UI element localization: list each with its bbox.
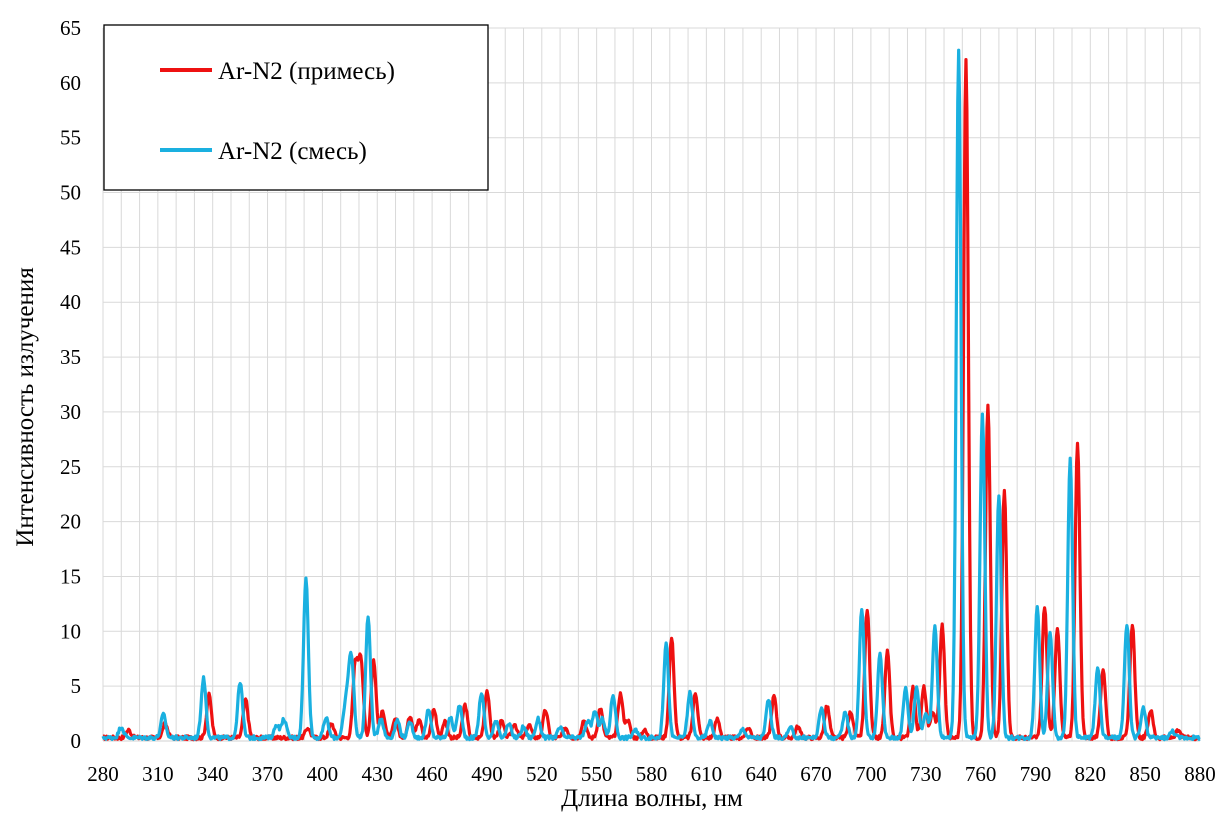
x-tick-label: 610 xyxy=(691,762,723,786)
x-tick-label: 640 xyxy=(745,762,777,786)
x-tick-label: 760 xyxy=(965,762,997,786)
y-axis-title: Интенсивность излучения xyxy=(12,267,39,547)
x-tick-label: 790 xyxy=(1020,762,1052,786)
x-tick-label: 280 xyxy=(87,762,119,786)
x-tick-label: 340 xyxy=(197,762,229,786)
x-tick-label: 310 xyxy=(142,762,174,786)
x-tick-label: 520 xyxy=(526,762,558,786)
x-tick-label: 400 xyxy=(307,762,339,786)
legend-label-primes: Ar-N2 (примесь) xyxy=(218,58,395,85)
y-tick-label: 10 xyxy=(60,619,81,643)
y-tick-label: 40 xyxy=(60,290,81,314)
y-tick-label: 65 xyxy=(60,16,81,40)
y-tick-label: 50 xyxy=(60,181,81,205)
y-tick-label: 0 xyxy=(71,729,82,753)
legend-box xyxy=(103,24,489,191)
x-tick-label: 430 xyxy=(362,762,394,786)
x-tick-label: 850 xyxy=(1129,762,1161,786)
x-tick-label: 490 xyxy=(471,762,503,786)
x-tick-label: 820 xyxy=(1075,762,1107,786)
y-tick-label: 35 xyxy=(60,345,81,369)
x-tick-label: 730 xyxy=(910,762,942,786)
y-tick-label: 30 xyxy=(60,400,81,424)
x-tick-label: 700 xyxy=(855,762,887,786)
x-tick-label: 670 xyxy=(800,762,832,786)
y-tick-label: 15 xyxy=(60,564,81,588)
legend: Ar-N2 (примесь) Ar-N2 (смесь) xyxy=(103,24,489,191)
legend-label-mixture: Ar-N2 (смесь) xyxy=(218,138,367,165)
x-tick-label: 460 xyxy=(416,762,448,786)
y-tick-label: 60 xyxy=(60,71,81,95)
series-line-mixture xyxy=(101,48,1201,742)
x-tick-label: 550 xyxy=(581,762,613,786)
y-tick-labels: 0 5 10 15 20 25 30 35 40 45 50 55 60 65 xyxy=(60,16,81,753)
x-tick-label: 580 xyxy=(636,762,668,786)
y-tick-label: 5 xyxy=(71,674,82,698)
y-tick-label: 20 xyxy=(60,510,81,534)
x-tick-label: 370 xyxy=(252,762,284,786)
y-tick-label: 45 xyxy=(60,235,81,259)
series-layer xyxy=(101,48,1201,742)
x-axis-title: Длина волны, нм xyxy=(561,785,743,812)
x-tick-label: 880 xyxy=(1184,762,1216,786)
x-tick-labels: 280 310 340 370 400 430 460 490 520 550 580 610 640 6… xyxy=(87,762,1216,786)
y-tick-label: 25 xyxy=(60,455,81,479)
y-tick-label: 55 xyxy=(60,126,81,150)
